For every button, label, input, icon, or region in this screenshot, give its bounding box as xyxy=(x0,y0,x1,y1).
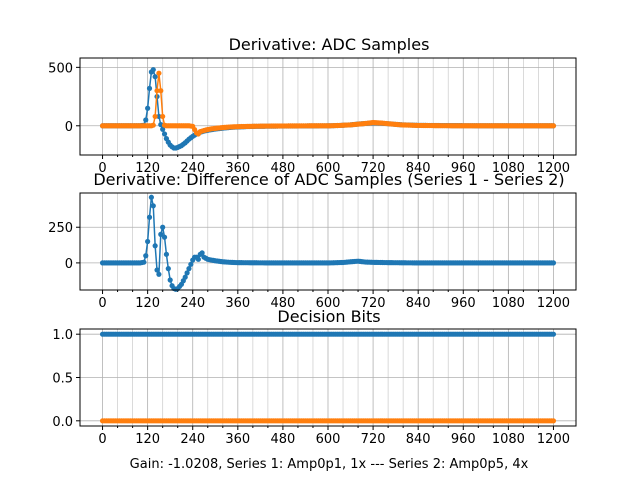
series-series-2 xyxy=(99,70,557,137)
data-point xyxy=(195,256,201,262)
chart-title: Derivative: Difference of ADC Samples (S… xyxy=(93,170,564,189)
data-point xyxy=(161,131,168,137)
plot-frame xyxy=(79,57,577,156)
x-tick-label: 840 xyxy=(406,432,431,447)
x-tick-label: 360 xyxy=(225,161,250,176)
x-tick-label: 600 xyxy=(316,296,341,311)
chart-difference-adc: Derivative: Difference of ADC Samples (S… xyxy=(48,170,577,311)
data-point xyxy=(165,266,171,272)
data-point xyxy=(188,261,194,267)
x-tick-label: 120 xyxy=(135,161,160,176)
x-axis-label: Gain: -1.0208, Series 1: Amp0p1, 1x --- … xyxy=(130,457,529,472)
data-point xyxy=(154,88,160,94)
data-point xyxy=(152,113,158,120)
x-tick-label: 1200 xyxy=(537,296,570,311)
data-point xyxy=(160,113,166,120)
x-tick-label: 960 xyxy=(451,161,476,176)
data-point xyxy=(550,123,557,129)
data-point xyxy=(143,253,149,259)
chart-title: Derivative: ADC Samples xyxy=(229,35,430,54)
data-point xyxy=(150,122,156,128)
y-tick-label: 0.0 xyxy=(52,415,73,430)
x-tick-label: 1080 xyxy=(492,296,525,311)
data-point xyxy=(141,259,147,265)
data-point xyxy=(148,194,154,200)
y-tick-label: 250 xyxy=(48,221,73,236)
x-tick-label: 840 xyxy=(406,296,431,311)
y-tick-label: 1.0 xyxy=(52,328,73,343)
x-tick-label: 720 xyxy=(361,432,386,447)
x-tick-label: 600 xyxy=(316,432,341,447)
data-point xyxy=(167,277,173,283)
plot-frame xyxy=(79,192,577,291)
x-tick-label: 0 xyxy=(98,296,106,311)
data-point xyxy=(146,214,153,220)
data-point xyxy=(156,70,162,76)
data-point xyxy=(143,117,149,123)
x-tick-label: 960 xyxy=(451,432,476,447)
data-point xyxy=(160,224,166,230)
data-point xyxy=(160,126,166,132)
x-tick-label: 360 xyxy=(225,432,250,447)
data-point xyxy=(158,88,164,94)
data-point xyxy=(161,234,168,240)
data-point xyxy=(152,243,158,249)
x-tick-label: 0 xyxy=(98,161,106,176)
x-tick-label: 480 xyxy=(270,296,295,311)
x-tick-label: 600 xyxy=(316,161,341,176)
x-tick-label: 0 xyxy=(98,432,106,447)
y-tick-label: 0 xyxy=(65,257,73,272)
data-point xyxy=(150,203,156,209)
chart-derivative-adc: Derivative: ADC Samples 0 120 240 360 480 600… xyxy=(48,35,577,176)
data-point xyxy=(158,231,164,237)
data-point xyxy=(154,267,160,273)
data-point xyxy=(152,74,158,80)
series-series-2 xyxy=(99,418,557,424)
data-point xyxy=(184,270,190,276)
y-tick-label: 0 xyxy=(65,120,73,135)
plot-frame xyxy=(79,328,577,427)
x-tick-label: 240 xyxy=(180,432,205,447)
data-point xyxy=(156,271,162,277)
x-tick-label: 1080 xyxy=(492,432,525,447)
data-point xyxy=(145,238,151,245)
data-point xyxy=(146,85,153,91)
x-tick-label: 720 xyxy=(361,296,386,311)
x-tick-label: 1080 xyxy=(492,161,525,176)
chart-title: Decision Bits xyxy=(277,307,380,326)
data-point xyxy=(182,274,188,280)
y-tick-label: 0.5 xyxy=(52,372,73,387)
x-tick-label: 480 xyxy=(270,161,295,176)
x-tick-label: 480 xyxy=(270,432,295,447)
data-point xyxy=(550,331,557,337)
x-tick-label: 360 xyxy=(225,296,250,311)
x-tick-label: 120 xyxy=(135,432,160,447)
x-tick-label: 720 xyxy=(361,161,386,176)
x-tick-label: 840 xyxy=(406,161,431,176)
x-tick-label: 960 xyxy=(451,296,476,311)
x-tick-label: 240 xyxy=(180,296,205,311)
data-point xyxy=(550,260,557,266)
series-difference xyxy=(99,194,557,292)
x-tick-label: 120 xyxy=(135,296,160,311)
data-point xyxy=(156,113,162,120)
data-point xyxy=(163,251,170,257)
data-point xyxy=(550,418,557,424)
x-tick-label: 1200 xyxy=(537,432,570,447)
series-series-1 xyxy=(99,331,557,337)
data-point xyxy=(186,266,192,272)
x-tick-label: 1200 xyxy=(537,161,570,176)
x-tick-label: 240 xyxy=(180,161,205,176)
y-tick-label: 500 xyxy=(48,61,73,76)
chart-decision-bits: Decision Bits Gain: -1.0208, Series 1: A… xyxy=(52,307,577,472)
data-point xyxy=(150,67,156,73)
data-point xyxy=(145,105,151,111)
data-point xyxy=(199,250,205,256)
